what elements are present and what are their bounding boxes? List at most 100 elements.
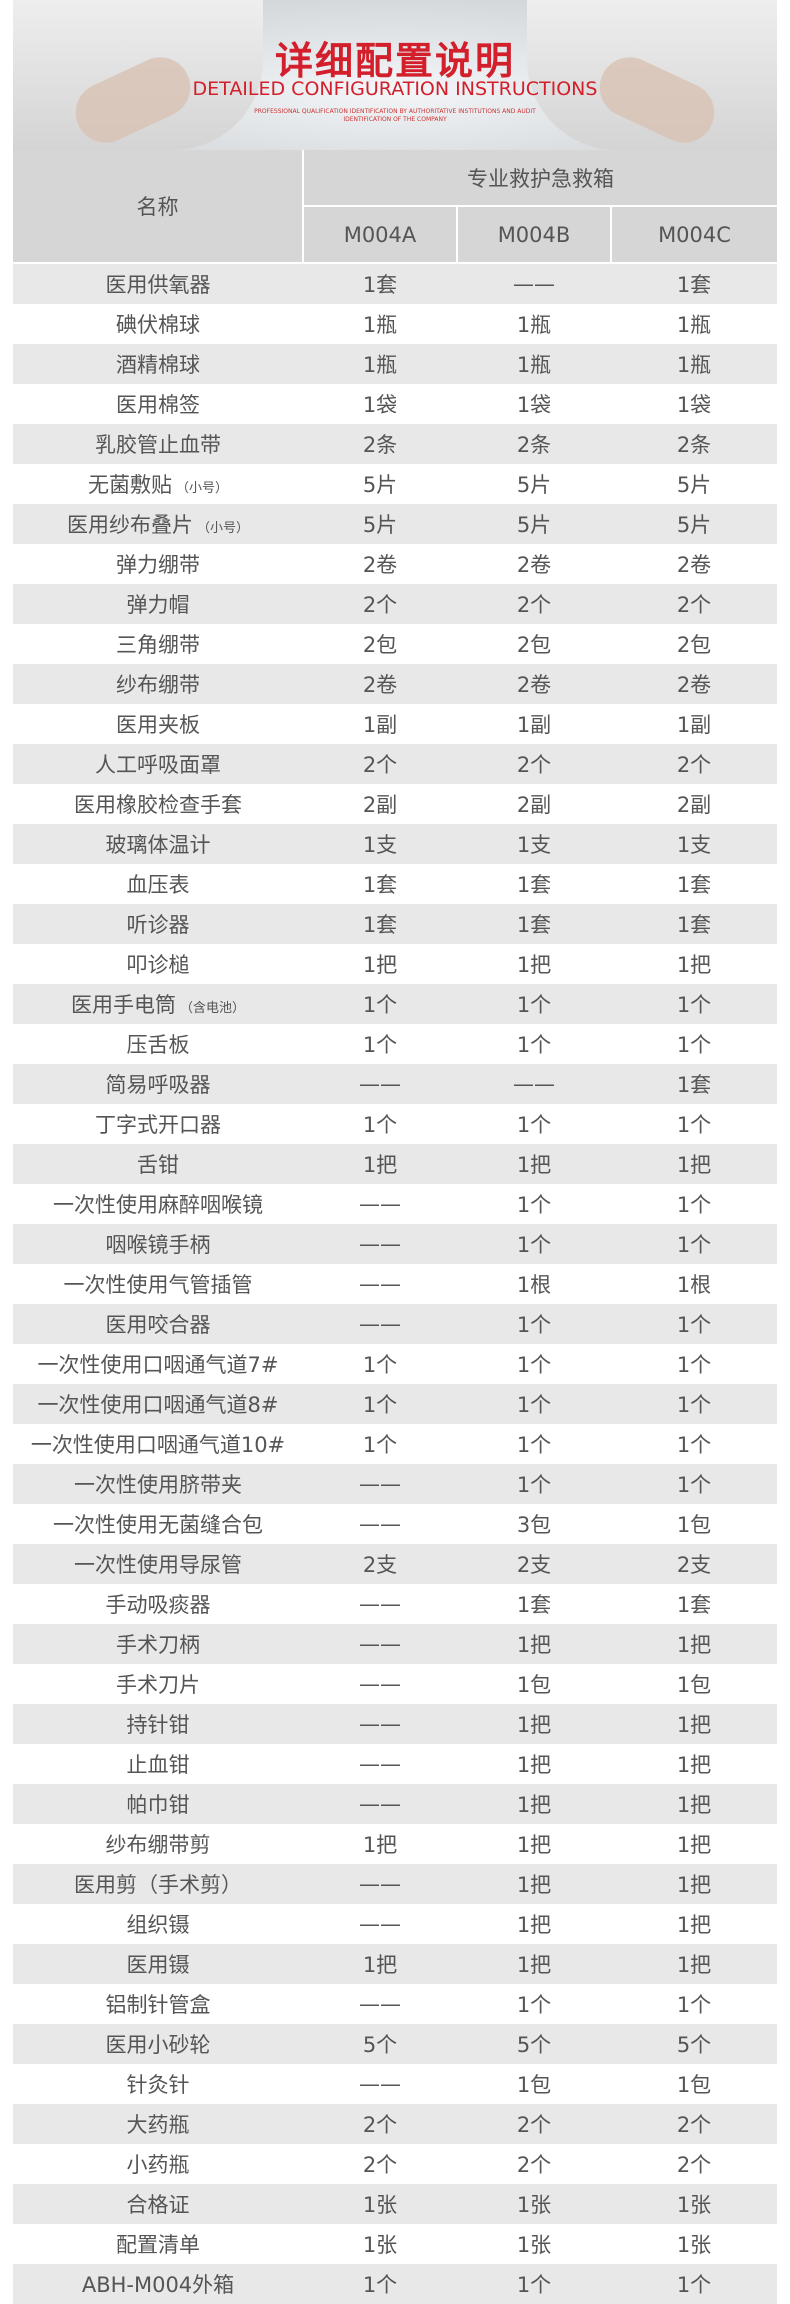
table-row: 医用镊 1把 1把 1把: [13, 1944, 778, 1984]
item-name-text: 手动吸痰器: [105, 1593, 211, 1617]
item-name: 一次性使用口咽通气道8#: [13, 1384, 303, 1424]
quantity-cell: ——: [303, 1624, 457, 1664]
table-row: 医用剪（手术剪） —— 1把 1把: [13, 1864, 778, 1904]
table-row: 咽喉镜手柄 —— 1个 1个: [13, 1224, 778, 1264]
quantity-cell: 1个: [611, 1304, 778, 1344]
quantity-cell: 1瓶: [362, 313, 398, 337]
quantity-cell: 2支: [303, 1544, 457, 1584]
quantity-cell: 1个: [362, 1353, 398, 1377]
quantity-cell: 1把: [362, 1833, 398, 1857]
quantity-cell: 2条: [457, 424, 611, 464]
item-name-text: 一次性使用麻醉咽喉镜: [53, 1193, 263, 1217]
quantity-cell: 1把: [457, 1704, 611, 1744]
quantity-cell: 2个: [611, 2104, 778, 2144]
quantity-cell: ——: [303, 1864, 457, 1904]
item-name-text: 一次性使用导尿管: [74, 1553, 242, 1577]
quantity-cell: 1个: [676, 1353, 712, 1377]
quantity-cell: 1包: [516, 1673, 552, 1697]
quantity-cell: 1个: [516, 1353, 552, 1377]
item-name-text: 一次性使用口咽通气道10#: [30, 1433, 286, 1457]
quantity-cell: 1把: [611, 1624, 778, 1664]
quantity-cell: 2卷: [457, 664, 611, 704]
table-row: 听诊器 1套 1套 1套: [13, 904, 778, 944]
quantity-cell: 1个: [516, 1193, 552, 1217]
item-name-text: 一次性使用气管插管: [63, 1273, 253, 1297]
table-row: 纱布绷带 2卷 2卷 2卷: [13, 664, 778, 704]
item-name: 血压表: [13, 864, 303, 904]
group-header: 专业救护急救箱: [301, 150, 778, 207]
item-name-text: 酒精棉球: [116, 353, 200, 377]
quantity-cell: 1把: [676, 953, 712, 977]
quantity-cell: 1袋: [676, 393, 712, 417]
item-name: 酒精棉球: [13, 344, 303, 384]
model-header: M004C: [609, 206, 778, 264]
quantity-cell: 2卷: [676, 553, 712, 577]
item-name-text: 三角绷带: [116, 633, 200, 657]
quantity-cell: 1个: [457, 984, 611, 1024]
item-name: 玻璃体温计: [13, 824, 303, 864]
quantity-cell: 1张: [303, 2184, 457, 2224]
table-row: 一次性使用导尿管 2支 2支 2支: [13, 1544, 778, 1584]
item-name-text: 听诊器: [126, 913, 190, 937]
quantity-cell: 1套: [457, 904, 611, 944]
item-name-text: 大药瓶: [126, 2113, 190, 2137]
table-row: 一次性使用无菌缝合包 —— 3包 1包: [13, 1504, 777, 1544]
quantity-cell: 1把: [676, 1833, 712, 1857]
item-name: 小药瓶: [13, 2144, 303, 2184]
table-row: 一次性使用口咽通气道10# 1个 1个 1个: [13, 1424, 777, 1464]
table-row: 医用供氧器 1套 —— 1套: [13, 263, 778, 304]
configuration-table: 名称 专业救护急救箱 M004A M004B M004C 医用供氧器 1套 —— 1套…: [13, 150, 778, 2304]
quantity-cell: 1瓶: [611, 344, 778, 384]
item-name: 碘伏棉球: [13, 304, 303, 344]
model-header: M004B: [456, 206, 612, 264]
quantity-cell: 3包: [516, 1513, 552, 1537]
item-name: 医用供氧器: [13, 263, 303, 304]
quantity-cell: 1副: [676, 713, 712, 737]
table-row: 组织镊 —— 1把 1把: [13, 1904, 777, 1944]
quantity-cell: 2支: [611, 1544, 778, 1584]
quantity-cell: 5片: [457, 504, 611, 544]
quantity-cell: ——: [303, 1784, 457, 1824]
quantity-cell: 1个: [611, 984, 778, 1024]
table-row: 止血钳 —— 1把 1把: [13, 1744, 777, 1784]
item-name-text: 持针钳: [126, 1713, 190, 1737]
quantity-cell: ——: [303, 1704, 457, 1744]
item-name-text: 一次性使用口咽通气道7#: [37, 1353, 279, 1377]
quantity-cell: 1副: [362, 713, 398, 737]
quantity-cell: 1袋: [362, 393, 398, 417]
quantity-cell: 5片: [676, 473, 712, 497]
item-name-text: 弹力绷带: [116, 553, 200, 577]
quantity-cell: 1个: [457, 1384, 611, 1424]
item-name: 乳胶管止血带: [13, 424, 303, 464]
table-row: 一次性使用脐带夹 —— 1个 1个: [13, 1464, 778, 1504]
quantity-cell: 1把: [303, 1944, 457, 1984]
quantity-cell: 1套: [516, 1593, 552, 1617]
item-name-text: 一次性使用脐带夹: [74, 1473, 242, 1497]
item-name-text: 弹力帽: [126, 593, 190, 617]
quantity-cell: 2个: [457, 2104, 611, 2144]
item-name-text: 人工呼吸面罩: [95, 753, 221, 777]
quantity-cell: ——: [457, 263, 611, 304]
quantity-cell: 1套: [611, 904, 778, 944]
quantity-cell: 2个: [611, 584, 778, 624]
item-name-text: 乳胶管止血带: [95, 433, 221, 457]
quantity-cell: 1张: [611, 2184, 778, 2224]
table-row: 持针钳 —— 1把 1把: [13, 1704, 778, 1744]
item-name-text: 医用咬合器: [105, 1313, 211, 1337]
quantity-cell: 1袋: [516, 393, 552, 417]
item-note: （小号）: [175, 481, 228, 496]
item-name-text: 舌钳: [137, 1153, 179, 1177]
quantity-cell: 2副: [516, 793, 552, 817]
quantity-cell: 1把: [516, 953, 552, 977]
quantity-cell: 2支: [457, 1544, 611, 1584]
quantity-cell: 2包: [676, 633, 712, 657]
item-name-text: 组织镊: [126, 1913, 190, 1937]
table-row: 一次性使用气管插管 —— 1根 1根: [13, 1264, 777, 1304]
item-name: 简易呼吸器: [13, 1064, 303, 1104]
quantity-cell: 1个: [457, 1464, 611, 1504]
item-name-text: 医用夹板: [116, 713, 200, 737]
table-row: 血压表 1套 1套 1套: [13, 864, 777, 904]
item-name-text: 医用小砂轮: [105, 2033, 211, 2057]
item-name: 一次性使用口咽通气道10#: [13, 1424, 303, 1464]
item-name-text: 碘伏棉球: [116, 313, 200, 337]
